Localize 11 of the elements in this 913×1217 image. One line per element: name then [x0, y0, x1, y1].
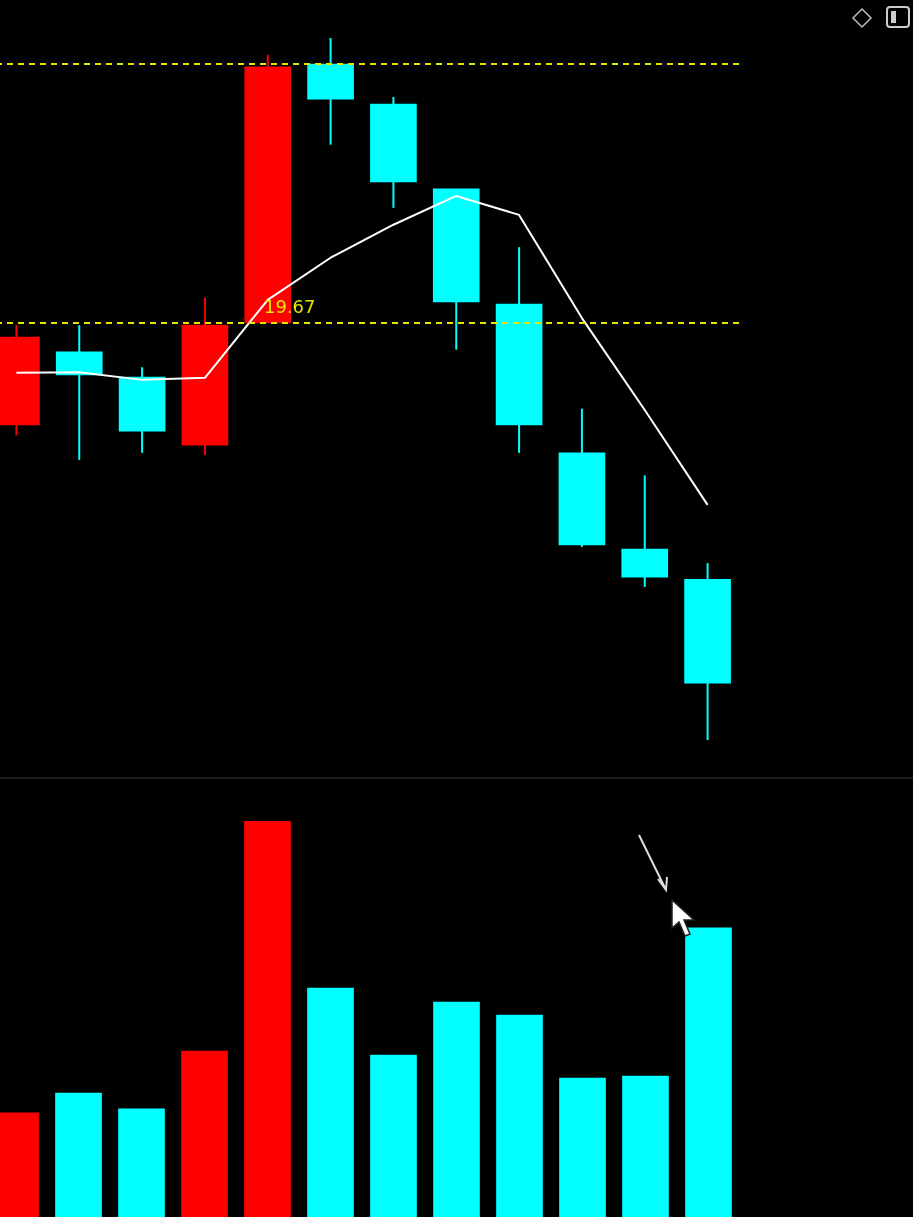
- bar: [307, 987, 354, 1217]
- bar: [433, 1001, 480, 1217]
- bar: [622, 1075, 669, 1217]
- bar: [685, 927, 732, 1217]
- bar: [370, 1054, 417, 1217]
- bar: [55, 1092, 102, 1217]
- bar: [244, 821, 291, 1217]
- bar: [496, 1014, 543, 1217]
- bar: [181, 1050, 228, 1217]
- bar: [118, 1108, 165, 1217]
- bar: [559, 1077, 606, 1217]
